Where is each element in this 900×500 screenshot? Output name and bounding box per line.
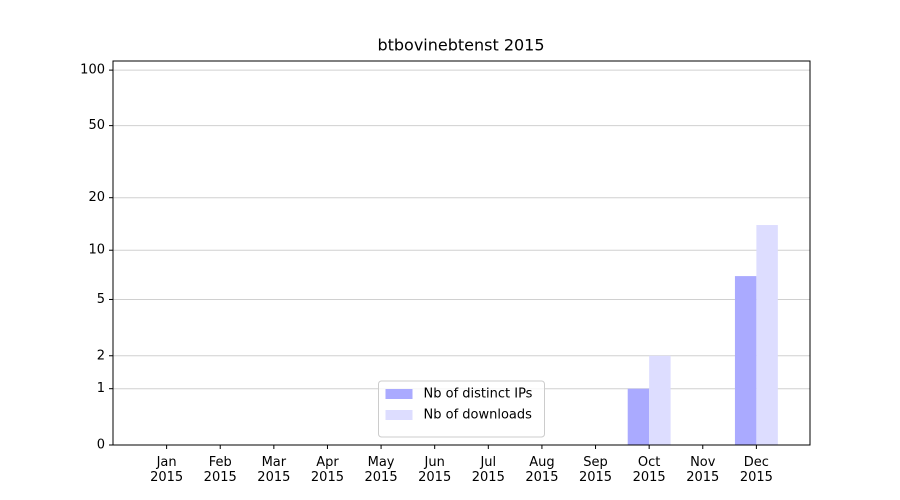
plot-frame xyxy=(112,60,811,446)
legend-label: Nb of downloads xyxy=(424,408,533,423)
x-tick-label: May 2015 xyxy=(365,455,398,485)
bar xyxy=(649,355,671,445)
x-tick-label: Nov 2015 xyxy=(686,455,719,485)
y-tick-label: 5 xyxy=(97,292,105,307)
x-tick-label: Mar 2015 xyxy=(257,455,290,485)
y-tick-label: 0 xyxy=(97,438,105,453)
x-tick-label: Apr 2015 xyxy=(311,455,344,485)
y-tick-label: 2 xyxy=(97,348,105,363)
x-tick-label: Jul 2015 xyxy=(472,455,505,485)
x-tick-label: Feb 2015 xyxy=(204,455,237,485)
y-tick-label: 20 xyxy=(88,190,105,205)
y-tick-label: 50 xyxy=(88,118,105,133)
chart-title: btbovinebtenst 2015 xyxy=(377,36,544,55)
y-tick-label: 1 xyxy=(97,381,105,396)
x-tick-label: Jan 2015 xyxy=(150,455,183,485)
x-tick-label: Oct 2015 xyxy=(633,455,666,485)
y-tick-label: 100 xyxy=(80,63,105,78)
bar xyxy=(756,225,778,445)
y-tick-label: 10 xyxy=(88,243,105,258)
x-tick-label: Jun 2015 xyxy=(418,455,451,485)
legend-swatch xyxy=(385,410,413,420)
bar xyxy=(627,388,650,445)
legend-label: Nb of distinct IPs xyxy=(424,387,533,402)
x-tick-label: Sep 2015 xyxy=(579,455,612,485)
bar xyxy=(734,276,757,445)
x-tick-label: Aug 2015 xyxy=(525,455,558,485)
legend-box xyxy=(378,380,545,438)
x-tick-label: Dec 2015 xyxy=(740,455,773,485)
legend-swatch xyxy=(385,389,413,399)
